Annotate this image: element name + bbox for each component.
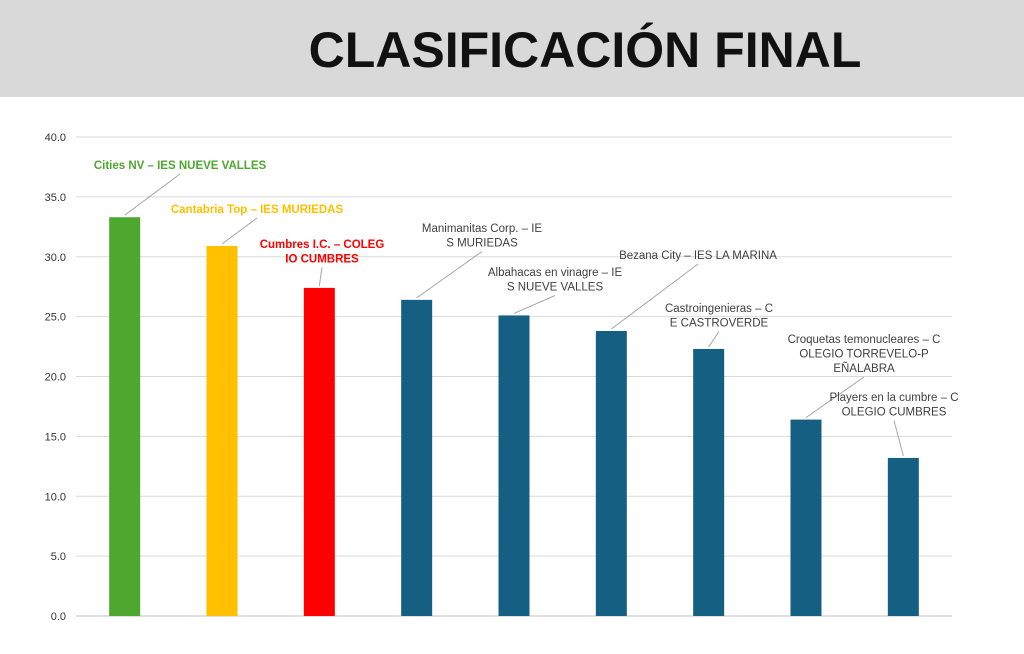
data-label-line: Albahacas en vinagre – IE bbox=[488, 267, 623, 279]
bar bbox=[595, 330, 627, 616]
bar bbox=[206, 245, 238, 616]
bar bbox=[887, 457, 919, 616]
data-label-leader bbox=[318, 267, 323, 286]
data-label-leader bbox=[124, 173, 181, 216]
title-band bbox=[0, 0, 1024, 97]
data-label-leader bbox=[805, 376, 865, 419]
bar bbox=[303, 287, 335, 616]
data-label: Cumbres I.C. – COLEG IO CUMBRES bbox=[260, 239, 385, 266]
y-tick-label: 5.0 bbox=[51, 551, 66, 563]
data-label-leader bbox=[416, 251, 483, 299]
data-label-line: Croquetas temonucleares – C bbox=[788, 334, 941, 346]
data-label-line: Cities NV – IES NUEVE VALLES bbox=[94, 160, 267, 172]
data-label: Bezana City – IES LA MARINA bbox=[619, 250, 777, 262]
data-label-line: E CASTROVERDE bbox=[670, 318, 769, 330]
bar bbox=[401, 299, 433, 616]
chart-title: CLASIFICACIÓN FINAL bbox=[308, 22, 862, 78]
data-label-line: OLEGIO CUMBRES bbox=[842, 407, 947, 419]
data-label-leader bbox=[893, 420, 904, 457]
data-label-line: S MURIEDAS bbox=[446, 238, 518, 250]
data-label: Croquetas temonucleares – C OLEGIO TORREV… bbox=[788, 334, 941, 375]
y-tick-label: 10.0 bbox=[45, 491, 66, 503]
data-label-line: Castroingenieras – C bbox=[665, 303, 773, 315]
data-label-leader bbox=[708, 331, 720, 348]
bar bbox=[790, 419, 822, 616]
data-label: Players en la cumbre – C OLEGIO CUMBRES bbox=[829, 392, 958, 419]
y-tick-label: 25.0 bbox=[45, 312, 66, 324]
data-label: Cities NV – IES NUEVE VALLES bbox=[94, 160, 267, 172]
data-label-line: Cantabria Top – IES MURIEDAS bbox=[171, 204, 344, 216]
data-label-line: Cumbres I.C. – COLEG bbox=[260, 239, 385, 251]
data-label-line: Manimanitas Corp. – IE bbox=[422, 223, 542, 235]
data-label-leader bbox=[221, 217, 258, 245]
bar bbox=[498, 315, 530, 616]
y-tick-label: 15.0 bbox=[45, 431, 66, 443]
data-label: Castroingenieras – C E CASTROVERDE bbox=[665, 303, 773, 330]
y-tick-label: 20.0 bbox=[45, 372, 66, 384]
data-label: Cantabria Top – IES MURIEDAS bbox=[171, 204, 344, 216]
bar bbox=[109, 217, 141, 617]
data-label: Manimanitas Corp. – IE S MURIEDAS bbox=[422, 223, 542, 250]
data-label-line: Players en la cumbre – C bbox=[829, 392, 958, 404]
bar bbox=[693, 348, 725, 616]
y-tick-label: 35.0 bbox=[45, 192, 66, 204]
data-label-leader bbox=[611, 263, 699, 330]
data-label-line: Bezana City – IES LA MARINA bbox=[619, 250, 777, 262]
data-label-line: S NUEVE VALLES bbox=[507, 282, 604, 294]
data-label-line: OLEGIO TORREVELO-P bbox=[799, 349, 929, 361]
y-tick-label: 40.0 bbox=[45, 132, 66, 144]
data-label: Albahacas en vinagre – IE S NUEVE VALLES bbox=[488, 267, 623, 294]
y-tick-label: 30.0 bbox=[45, 252, 66, 264]
data-label-line: IO CUMBRES bbox=[285, 254, 359, 266]
data-label-leader bbox=[513, 295, 556, 314]
data-label-line: EÑALABRA bbox=[833, 362, 895, 375]
y-tick-label: 0.0 bbox=[51, 611, 66, 623]
